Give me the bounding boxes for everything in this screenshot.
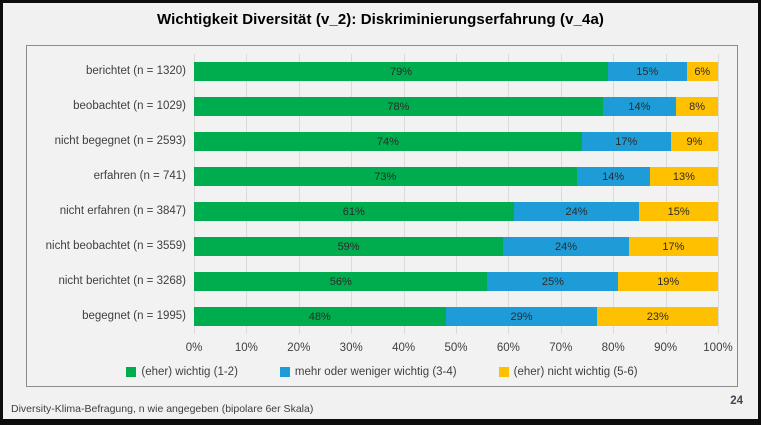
x-tick-label: 60% — [496, 342, 520, 354]
bar-row: berichtet (n = 1320) 79% 15% 6% — [86, 62, 718, 81]
footer-note: Diversity-Klima-Befragung, n wie angegeb… — [11, 403, 314, 415]
bar-segment: 8% — [676, 97, 718, 116]
x-tick-label: 30% — [339, 342, 363, 354]
legend-label: (eher) wichtig (1-2) — [141, 366, 238, 378]
gridline — [718, 54, 719, 334]
bar-segment: 17% — [628, 237, 718, 256]
bar-row: nicht beobachtet (n = 3559) 59% 24% 17% — [46, 237, 718, 256]
gridline — [665, 54, 667, 334]
bar-segment: 15% — [639, 202, 718, 221]
gridline — [298, 54, 300, 334]
bar-segment: 73% — [194, 167, 577, 186]
category-label: berichtet (n = 1320) — [85, 65, 186, 77]
x-tick-label: 40% — [392, 342, 416, 354]
legend-swatch-icon — [498, 367, 509, 377]
x-tick-label: 70% — [549, 342, 573, 354]
bar-segment: 13% — [649, 167, 718, 186]
bar-segment: 56% — [194, 272, 488, 291]
bar-segment: 6% — [686, 62, 718, 81]
bar-segment: 29% — [445, 307, 598, 326]
gridline — [246, 54, 248, 334]
chart-legend: (eher) wichtig (1-2) mehr oder weniger wi… — [27, 362, 737, 382]
gridline — [508, 54, 510, 334]
gridline — [194, 54, 195, 334]
legend-label: (eher) nicht wichtig (5-6) — [513, 366, 638, 378]
page-title: Wichtigkeit Diversität (v_2): Diskrimini… — [156, 11, 604, 28]
bar-segment: 14% — [576, 167, 650, 186]
x-tick-label: 80% — [601, 342, 625, 354]
category-label: nicht beobachtet (n = 3559) — [45, 240, 186, 252]
bar-segment: 79% — [194, 62, 608, 81]
legend-swatch-icon — [279, 367, 290, 377]
bar-segment: 24% — [513, 202, 640, 221]
x-tick-label: 50% — [444, 342, 468, 354]
plot-area: berichtet (n = 1320) 79% 15% 6% beobachtet (… — [46, 54, 719, 334]
gridline — [403, 54, 405, 334]
bar-segment: 24% — [503, 237, 629, 256]
bar-segment: 14% — [602, 97, 677, 116]
category-label: begegnet (n = 1995) — [82, 310, 186, 322]
bar-segment: 17% — [581, 132, 671, 151]
legend-item: (eher) wichtig (1-2) — [126, 366, 238, 378]
bar-segment: 61% — [194, 202, 514, 221]
x-tick-label: 10% — [234, 342, 258, 354]
legend-label: mehr oder weniger wichtig (3-4) — [294, 366, 457, 378]
category-label: nicht begegnet (n = 2593) — [54, 135, 186, 147]
bar-segment: 78% — [194, 97, 603, 116]
gridline — [613, 54, 615, 334]
x-tick-label: 90% — [654, 342, 678, 354]
bar-row: beobachtet (n = 1029) 78% 14% 8% — [73, 97, 718, 116]
chart-box: berichtet (n = 1320) 79% 15% 6% beobachtet (… — [26, 45, 738, 387]
bar-segment: 59% — [194, 237, 504, 256]
bar-row: nicht begegnet (n = 2593) 74% 17% 9% — [55, 132, 718, 151]
bar-segment: 74% — [194, 132, 582, 151]
category-label: erfahren (n = 741) — [93, 170, 186, 182]
gridline — [351, 54, 353, 334]
bar-row: begegnet (n = 1995) 48% 29% 23% — [82, 307, 718, 326]
category-label: nicht berichtet (n = 3268) — [58, 275, 186, 287]
bar-row: nicht erfahren (n = 3847) 61% 24% 15% — [60, 202, 718, 221]
legend-item: (eher) nicht wichtig (5-6) — [498, 366, 638, 378]
legend-item: mehr oder weniger wichtig (3-4) — [279, 366, 457, 378]
bar-segment: 23% — [597, 307, 718, 326]
gridline — [456, 54, 457, 334]
x-tick-label: 0% — [185, 342, 203, 354]
x-tick-label: 20% — [287, 342, 311, 354]
x-tick-label: 100% — [703, 342, 733, 354]
bar-segment: 25% — [487, 272, 619, 291]
category-label: beobachtet (n = 1029) — [73, 100, 186, 112]
category-label: nicht erfahren (n = 3847) — [59, 205, 186, 217]
gridline — [560, 54, 562, 334]
bar-row: erfahren (n = 741) 73% 14% 13% — [94, 167, 718, 186]
legend-swatch-icon — [126, 367, 137, 377]
bar-segment: 15% — [607, 62, 687, 81]
bar-segment: 9% — [670, 132, 718, 151]
page-number: 24 — [730, 395, 743, 407]
x-axis: 0% 10% 20% 30% 40% 50% 60% 70% 80% 90% 100% — [186, 342, 733, 358]
bar-row: nicht berichtet (n = 3268) 56% 25% 19% — [58, 272, 718, 291]
bar-segment: 48% — [194, 307, 446, 326]
bar-segment: 19% — [618, 272, 718, 291]
